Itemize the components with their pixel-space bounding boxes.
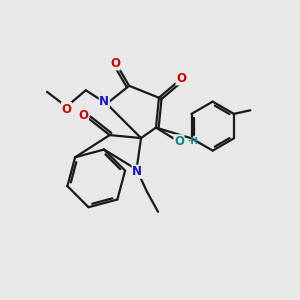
Text: O: O (176, 72, 186, 85)
Text: O: O (174, 135, 184, 148)
Text: N: N (99, 95, 109, 108)
Text: ·H: ·H (187, 137, 198, 146)
Text: N: N (132, 165, 142, 178)
Text: O: O (61, 103, 71, 116)
Text: O: O (110, 57, 120, 70)
Text: O: O (78, 109, 88, 122)
